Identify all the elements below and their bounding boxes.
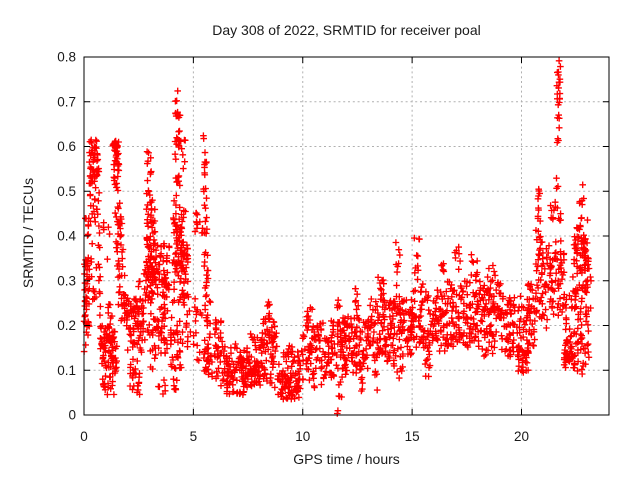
y-tick-label: 0.3: [57, 273, 76, 288]
y-tick-label: 0.4: [57, 229, 76, 244]
y-tick-label: 0.6: [57, 139, 76, 154]
x-tick-label: 5: [190, 429, 198, 444]
x-axis-label: GPS time / hours: [293, 451, 400, 467]
chart-title: Day 308 of 2022, SRMTID for receiver poa…: [212, 22, 481, 38]
y-tick-label: 0.7: [57, 94, 76, 109]
data-points: [80, 57, 595, 417]
y-tick-label: 0.1: [57, 363, 76, 378]
x-tick-label: 15: [405, 429, 420, 444]
y-axis-label: SRMTID / TECUs: [20, 177, 36, 289]
x-tick-label: 0: [80, 429, 88, 444]
y-tick-label: 0.5: [57, 184, 76, 199]
y-tick-label: 0.8: [57, 50, 76, 65]
x-tick-label: 10: [295, 429, 310, 444]
y-tick-label: 0.2: [57, 318, 76, 333]
y-tick-label: 0: [68, 408, 76, 423]
x-tick-label: 20: [514, 429, 529, 444]
